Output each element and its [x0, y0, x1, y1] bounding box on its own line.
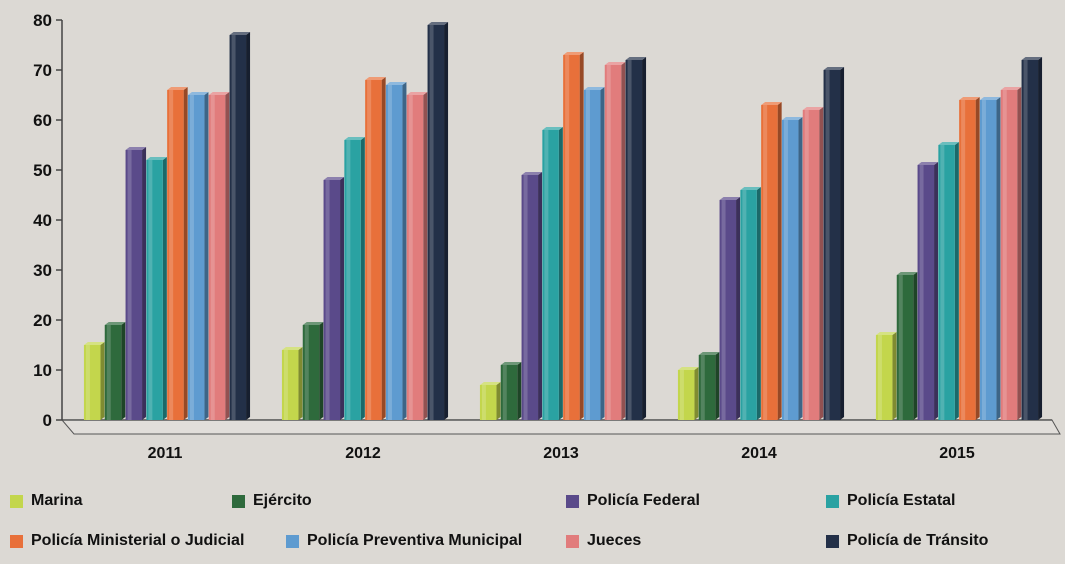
legend-item: Policía de Tránsito: [826, 532, 988, 550]
legend-item: Policía Federal: [566, 492, 700, 510]
bar-polic-a-preventiva-municipal-2013: [584, 87, 605, 420]
legend-label: Policía Estatal: [847, 492, 956, 510]
legend-label: Ejército: [253, 492, 312, 510]
bar-polic-a-estatal-2011: [146, 157, 167, 420]
bar-polic-a-estatal-2015: [938, 142, 959, 420]
bar-polic-a-ministerial-o-judicial-2015: [959, 97, 980, 420]
bar-polic-a-federal-2014: [720, 197, 741, 420]
y-tick-label: 0: [43, 411, 52, 430]
legend-swatch: [286, 535, 299, 548]
bar-polic-a-ministerial-o-judicial-2011: [167, 87, 188, 420]
y-tick-label: 40: [33, 211, 52, 230]
bar-chart: 0 10 20 30 40 50 60 70 80 2011 2012 2013 2014 2015: [0, 0, 1065, 486]
legend-label: Policía Federal: [587, 492, 700, 510]
legend-item: Policía Ministerial o Judicial: [10, 532, 244, 550]
bar-marina-2012: [282, 347, 303, 420]
legend-item: Jueces: [566, 532, 641, 550]
bar-marina-2014: [678, 367, 699, 420]
bar-polic-a-estatal-2012: [344, 137, 365, 420]
y-tick-label: 20: [33, 311, 52, 330]
bar-polic-a-de-tr-nsito-2012: [428, 22, 449, 420]
bar-polic-a-estatal-2014: [740, 187, 761, 420]
bar-jueces-2014: [803, 107, 824, 420]
bar-marina-2011: [84, 342, 105, 420]
bar-jueces-2015: [1001, 87, 1022, 420]
legend-item: Policía Preventiva Municipal: [286, 532, 522, 550]
legend-label: Marina: [31, 492, 83, 510]
bar-ej-rcito-2012: [303, 322, 324, 420]
bar-polic-a-preventiva-municipal-2011: [188, 92, 209, 420]
bar-polic-a-preventiva-municipal-2014: [782, 117, 803, 420]
legend-label: Policía de Tránsito: [847, 532, 988, 550]
legend: Marina Ejército Policía Federal Policía Est…: [0, 486, 1065, 564]
bar-polic-a-federal-2015: [918, 162, 939, 420]
bar-polic-a-de-tr-nsito-2013: [626, 57, 647, 420]
legend-swatch: [10, 495, 23, 508]
legend-swatch: [826, 535, 839, 548]
bar-ej-rcito-2014: [699, 352, 720, 420]
x-tick-label: 2015: [939, 445, 975, 462]
bars-layer: [84, 22, 1042, 420]
y-tick-label: 60: [33, 111, 52, 130]
x-tick-label: 2013: [543, 445, 579, 462]
bar-polic-a-preventiva-municipal-2012: [386, 82, 407, 420]
y-tick-label: 80: [33, 11, 52, 30]
x-tick-label: 2014: [741, 445, 777, 462]
bar-marina-2013: [480, 382, 501, 420]
bar-polic-a-de-tr-nsito-2015: [1022, 57, 1043, 420]
bar-polic-a-ministerial-o-judicial-2012: [365, 77, 386, 420]
bar-polic-a-federal-2012: [324, 177, 345, 420]
y-tick-label: 50: [33, 161, 52, 180]
legend-swatch: [566, 495, 579, 508]
legend-item: Marina: [10, 492, 83, 510]
x-tick-label: 2012: [345, 445, 381, 462]
legend-swatch: [566, 535, 579, 548]
bar-polic-a-ministerial-o-judicial-2013: [563, 52, 584, 420]
bar-polic-a-estatal-2013: [542, 127, 563, 420]
bar-polic-a-federal-2013: [522, 172, 543, 420]
bar-polic-a-de-tr-nsito-2011: [230, 32, 251, 420]
bar-ej-rcito-2011: [105, 322, 126, 420]
bar-polic-a-preventiva-municipal-2015: [980, 97, 1001, 420]
legend-swatch: [826, 495, 839, 508]
bar-jueces-2013: [605, 62, 626, 420]
y-tick-label: 30: [33, 261, 52, 280]
bar-ej-rcito-2013: [501, 362, 522, 420]
bar-polic-a-federal-2011: [126, 147, 147, 420]
legend-item: Policía Estatal: [826, 492, 956, 510]
y-tick-label: 10: [33, 361, 52, 380]
bar-jueces-2012: [407, 92, 428, 420]
bar-ej-rcito-2015: [897, 272, 918, 420]
y-tick-label: 70: [33, 61, 52, 80]
chart-floor: [62, 420, 1060, 434]
legend-label: Jueces: [587, 532, 641, 550]
bar-jueces-2011: [209, 92, 230, 420]
legend-swatch: [10, 535, 23, 548]
bar-polic-a-de-tr-nsito-2014: [824, 67, 845, 420]
legend-swatch: [232, 495, 245, 508]
x-tick-label: 2011: [148, 445, 183, 462]
bar-marina-2015: [876, 332, 897, 420]
bar-polic-a-ministerial-o-judicial-2014: [761, 102, 782, 420]
legend-label: Policía Preventiva Municipal: [307, 532, 522, 550]
legend-item: Ejército: [232, 492, 312, 510]
legend-label: Policía Ministerial o Judicial: [31, 532, 244, 550]
